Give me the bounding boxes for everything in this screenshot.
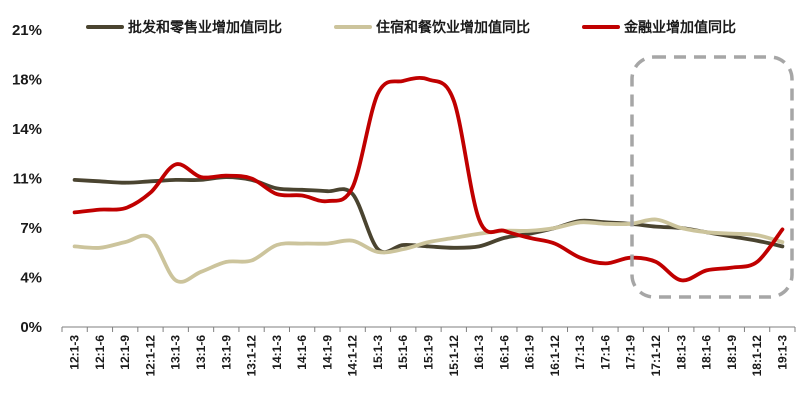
legend-label: 金融业增加值同比: [623, 19, 736, 35]
series-finance-line: [72, 75, 785, 283]
series-layer: [72, 75, 785, 284]
x-tick-label: 12:1-12: [143, 335, 157, 377]
x-tick-label: 13:1-3: [169, 335, 183, 370]
x-tick-label: 19:1-3: [775, 335, 789, 370]
x-tick-label: 15:1-3: [371, 335, 385, 370]
legend: 批发和零售业增加值同比 住宿和餐饮业增加值同比 金融业增加值同比: [86, 19, 736, 35]
x-tick-label: 12:1-3: [68, 335, 82, 370]
legend-label: 住宿和餐饮业增加值同比: [376, 19, 530, 35]
x-tick-label: 14:1-3: [270, 335, 284, 370]
x-tick-label: 15:1-12: [447, 335, 461, 377]
series-accommodation-catering-line: [72, 217, 785, 284]
x-tick-label: 13:1-12: [245, 335, 259, 377]
y-tick-label: 18%: [12, 72, 42, 89]
x-tick-label: 18:1-9: [725, 335, 739, 370]
y-axis: 0% 4% 7% 11% 14% 18% 21%: [12, 22, 42, 336]
y-tick-label: 11%: [13, 171, 42, 188]
x-tick-label: 17:1-6: [598, 335, 612, 370]
series-wholesale-retail-line: [72, 175, 785, 255]
x-tick-label: 15:1-6: [396, 335, 410, 370]
legend-label: 批发和零售业增加值同比: [128, 19, 282, 35]
x-axis: 12:1-3 12:1-6 12:1-9 12:1-12 13:1-3 13:1-6 13:…: [61, 326, 796, 377]
x-tick-label: 13:1-6: [194, 335, 208, 370]
x-tick-label: 17:1-9: [624, 335, 638, 370]
x-tick-label: 13:1-9: [219, 335, 233, 370]
y-tick-label: 4%: [20, 270, 42, 287]
x-tick-label: 14:1-12: [346, 335, 360, 377]
y-tick-label: 0%: [20, 319, 42, 336]
x-tick-label: 16:1-3: [472, 335, 486, 370]
x-tick-label: 14:1-6: [295, 335, 309, 370]
x-tick-label: 14:1-9: [320, 335, 334, 370]
x-tick-label: 17:1-3: [573, 335, 587, 370]
x-tick-label: 12:1-6: [93, 335, 107, 370]
x-tick-label: 16:1-6: [497, 335, 511, 370]
x-tick-label: 15:1-9: [422, 335, 436, 370]
x-tick-label: 18:1-3: [674, 335, 688, 370]
highlight-box: [630, 55, 794, 299]
x-tick-label: 12:1-9: [118, 335, 132, 370]
y-tick-label: 14%: [12, 121, 42, 138]
x-tick-label: 17:1-12: [649, 335, 663, 377]
x-tick-label: 16:1-9: [523, 335, 537, 370]
y-tick-label: 21%: [12, 22, 42, 39]
x-tick-label: 18:1-6: [700, 335, 714, 370]
x-tick-label: 18:1-12: [750, 335, 764, 377]
y-tick-label: 7%: [20, 220, 42, 237]
x-tick-label: 16:1-12: [548, 335, 562, 377]
